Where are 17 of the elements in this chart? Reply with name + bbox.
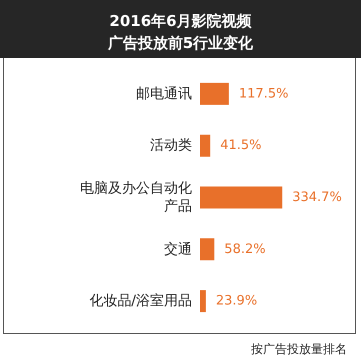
y-tick-label: 化妆品/浴室用品 bbox=[89, 293, 192, 310]
chart-title: 2016年6月影院视频广告投放前5行业变化 bbox=[106, 12, 254, 52]
bar bbox=[200, 290, 206, 312]
data-label: 23.9% bbox=[216, 294, 258, 309]
bar bbox=[200, 186, 282, 208]
y-tick-label: 电脑及办公自动化产品 bbox=[80, 180, 192, 214]
y-tick-label: 邮电通讯 bbox=[136, 86, 192, 102]
data-label: 41.5% bbox=[220, 138, 262, 154]
data-label: 334.7% bbox=[292, 190, 342, 205]
bar bbox=[200, 134, 210, 157]
y-tick-label: 活动类 bbox=[150, 138, 192, 154]
bar bbox=[200, 238, 214, 260]
bar bbox=[200, 82, 229, 105]
y-tick-label: 交通 bbox=[164, 241, 192, 258]
data-label: 58.2% bbox=[224, 242, 266, 257]
text: 按广告投放量排名 bbox=[251, 342, 347, 356]
data-label: 117.5% bbox=[238, 86, 288, 102]
